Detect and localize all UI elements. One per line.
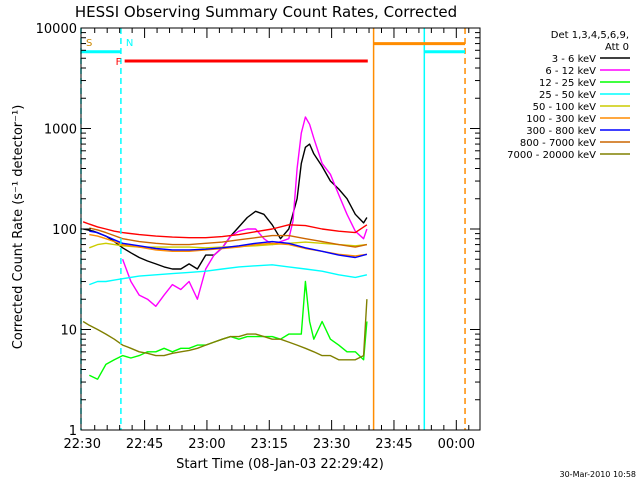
y-tick-label: 1000 xyxy=(44,123,77,138)
legend-header-1: Att 0 xyxy=(605,42,629,53)
series-line-0 xyxy=(82,143,368,270)
series-line-8 xyxy=(82,299,368,361)
legend-label-5: 100 - 300 keV xyxy=(526,114,596,125)
timestamp: 30-Mar-2010 10:58 xyxy=(560,470,637,479)
x-tick-label: 23:45 xyxy=(375,437,412,452)
x-tick-label: 23:00 xyxy=(188,437,225,452)
legend-label-1: 6 - 12 keV xyxy=(545,66,596,77)
series-line-9 xyxy=(82,221,368,239)
series-line-6 xyxy=(89,230,368,259)
x-tick-label: 22:30 xyxy=(64,437,101,452)
flag-label-1: N xyxy=(126,38,133,49)
legend-header-0: Det 1,3,4,5,6,9, xyxy=(551,30,629,41)
series-line-2 xyxy=(89,280,368,380)
legend-label-7: 800 - 7000 keV xyxy=(520,138,596,149)
legend-label-4: 50 - 100 keV xyxy=(533,102,597,113)
series-line-3 xyxy=(89,264,368,286)
legend-label-2: 12 - 25 keV xyxy=(539,78,596,89)
flag-label-2: F xyxy=(116,57,122,68)
y-tick-label: 10 xyxy=(60,324,77,339)
chart-title: HESSI Observing Summary Count Rates, Cor… xyxy=(75,3,457,21)
series-line-1 xyxy=(121,116,368,307)
y-tick-label: 100 xyxy=(52,223,77,238)
flag-label-0: S xyxy=(86,38,92,49)
plot-frame xyxy=(80,27,481,431)
series-line-7 xyxy=(89,227,368,248)
y-tick-label: 1 xyxy=(69,424,77,439)
legend-label-3: 25 - 50 keV xyxy=(539,90,596,101)
x-tick-label: 22:45 xyxy=(126,437,163,452)
y-axis-label: Corrected Count Rate (s⁻¹ detector⁻¹) xyxy=(11,105,26,350)
series-line-4 xyxy=(89,241,367,249)
legend-label-0: 3 - 6 keV xyxy=(552,54,596,65)
x-tick-label: 23:30 xyxy=(313,437,350,452)
legend-label-6: 300 - 800 keV xyxy=(526,126,596,137)
x-tick-label: 23:15 xyxy=(251,437,288,452)
legend-label-8: 7000 - 20000 keV xyxy=(507,150,596,161)
x-tick-label: 00:00 xyxy=(438,437,475,452)
x-axis-label: Start Time (08-Jan-03 22:29:42) xyxy=(176,457,384,472)
y-tick-label: 10000 xyxy=(36,22,77,37)
